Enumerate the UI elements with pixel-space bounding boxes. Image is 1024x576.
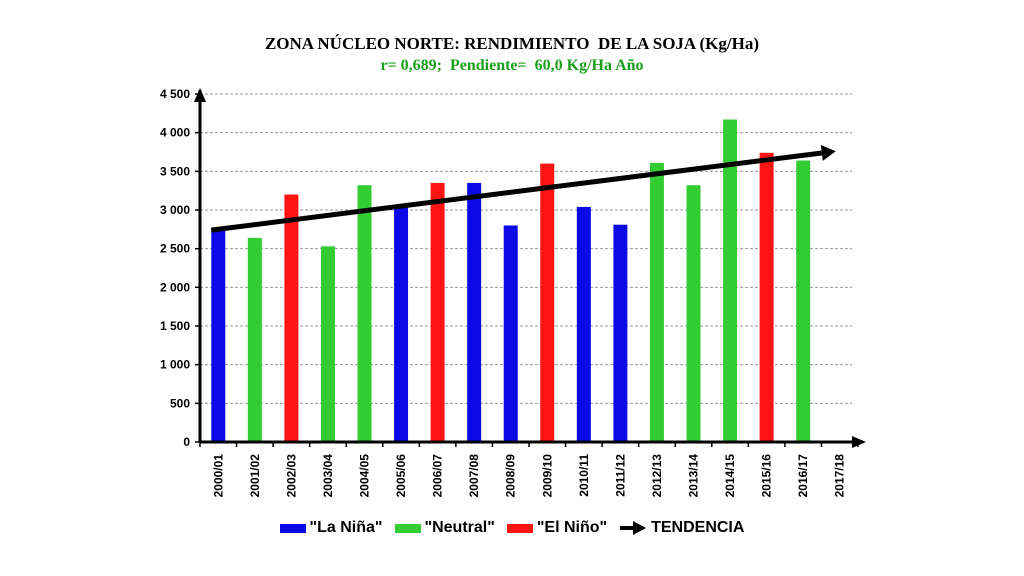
x-tick-label: 2006/07 bbox=[431, 454, 445, 498]
bar bbox=[247, 237, 262, 442]
bar bbox=[284, 194, 299, 442]
legend: "La Niña" "Neutral" "El Niño" TENDENCIA bbox=[0, 519, 1024, 537]
bar bbox=[686, 185, 701, 442]
bar bbox=[613, 224, 628, 442]
x-tick-label: 2001/02 bbox=[248, 454, 262, 498]
y-axis-ticks: 0 500 1 000 1 500 2 000 2 500 3 000 3 500 4 000 4… bbox=[160, 87, 200, 449]
grid-lines bbox=[200, 93, 852, 404]
y-tick-label: 500 bbox=[170, 396, 190, 410]
legend-entry: "La Niña" bbox=[279, 519, 383, 537]
legend-label: "El Niño" bbox=[536, 519, 608, 536]
x-tick-label: 2014/15 bbox=[723, 454, 737, 498]
x-tick-label: 2017/18 bbox=[833, 454, 847, 498]
x-tick-label: 2008/09 bbox=[504, 454, 518, 498]
y-axis-arrowhead bbox=[194, 88, 206, 102]
bar bbox=[430, 182, 445, 442]
legend-swatch bbox=[279, 523, 306, 533]
bar bbox=[723, 119, 738, 443]
legend-entry: "El Niño" bbox=[506, 519, 608, 537]
bar bbox=[759, 152, 774, 443]
bar bbox=[394, 207, 409, 442]
chart-title: ZONA NÚCLEO NORTE: RENDIMIENTO DE LA SOJ… bbox=[264, 34, 760, 53]
x-axis-ticks: 2000/01 2001/02 2002/03 2003/04 2004/05 2005/… bbox=[199, 442, 859, 498]
trend-line bbox=[210, 145, 836, 233]
legend-label: "Neutral" bbox=[424, 519, 495, 536]
chart-subtitle: r= 0,689; Pendiente= 60,0 Kg/Ha Año bbox=[380, 57, 644, 74]
x-tick-label: 2015/16 bbox=[760, 454, 774, 498]
y-tick-label: 2 000 bbox=[160, 280, 190, 294]
legend-label: "La Niña" bbox=[309, 519, 383, 536]
x-axis-arrowhead bbox=[852, 436, 866, 448]
x-tick-label: 2005/06 bbox=[394, 454, 408, 498]
bar bbox=[540, 163, 555, 442]
bar bbox=[796, 160, 811, 443]
bar bbox=[211, 230, 226, 442]
x-tick-label: 2010/11 bbox=[577, 454, 591, 497]
x-tick-label: 2004/05 bbox=[358, 454, 372, 498]
y-tick-label: 3 500 bbox=[160, 164, 190, 178]
legend-swatch bbox=[506, 523, 533, 533]
bar bbox=[320, 246, 335, 442]
y-tick-label: 4 500 bbox=[160, 87, 190, 101]
trend-line-segment bbox=[210, 150, 823, 233]
x-tick-label: 2011/12 bbox=[613, 454, 627, 497]
legend-swatch bbox=[394, 523, 421, 533]
trend-arrowhead bbox=[820, 145, 836, 161]
x-tick-label: 2009/10 bbox=[540, 454, 554, 498]
x-tick-label: 2012/13 bbox=[650, 454, 664, 498]
x-tick-label: 2007/08 bbox=[467, 454, 481, 498]
legend-entry: "Neutral" bbox=[394, 519, 495, 537]
legend-arrow-icon bbox=[620, 521, 647, 535]
legend-entry: TENDENCIA bbox=[619, 519, 744, 537]
x-tick-label: 2002/03 bbox=[284, 454, 298, 498]
bar bbox=[357, 185, 372, 442]
bars bbox=[211, 119, 811, 443]
y-tick-label: 4 000 bbox=[160, 126, 190, 140]
x-tick-label: 2013/14 bbox=[687, 454, 701, 498]
bar bbox=[503, 225, 518, 442]
y-tick-label: 3 000 bbox=[160, 203, 190, 217]
bar bbox=[649, 162, 664, 442]
x-tick-label: 2016/17 bbox=[796, 454, 810, 498]
x-tick-label: 2003/04 bbox=[321, 454, 335, 498]
legend-label: TENDENCIA bbox=[651, 519, 745, 536]
x-tick-label: 2000/01 bbox=[211, 454, 225, 498]
bar bbox=[576, 206, 591, 442]
bar bbox=[467, 182, 482, 442]
y-tick-label: 1 500 bbox=[160, 319, 190, 333]
y-tick-label: 2 500 bbox=[160, 242, 190, 256]
y-tick-label: 1 000 bbox=[160, 358, 190, 372]
y-tick-label: 0 bbox=[183, 435, 190, 449]
